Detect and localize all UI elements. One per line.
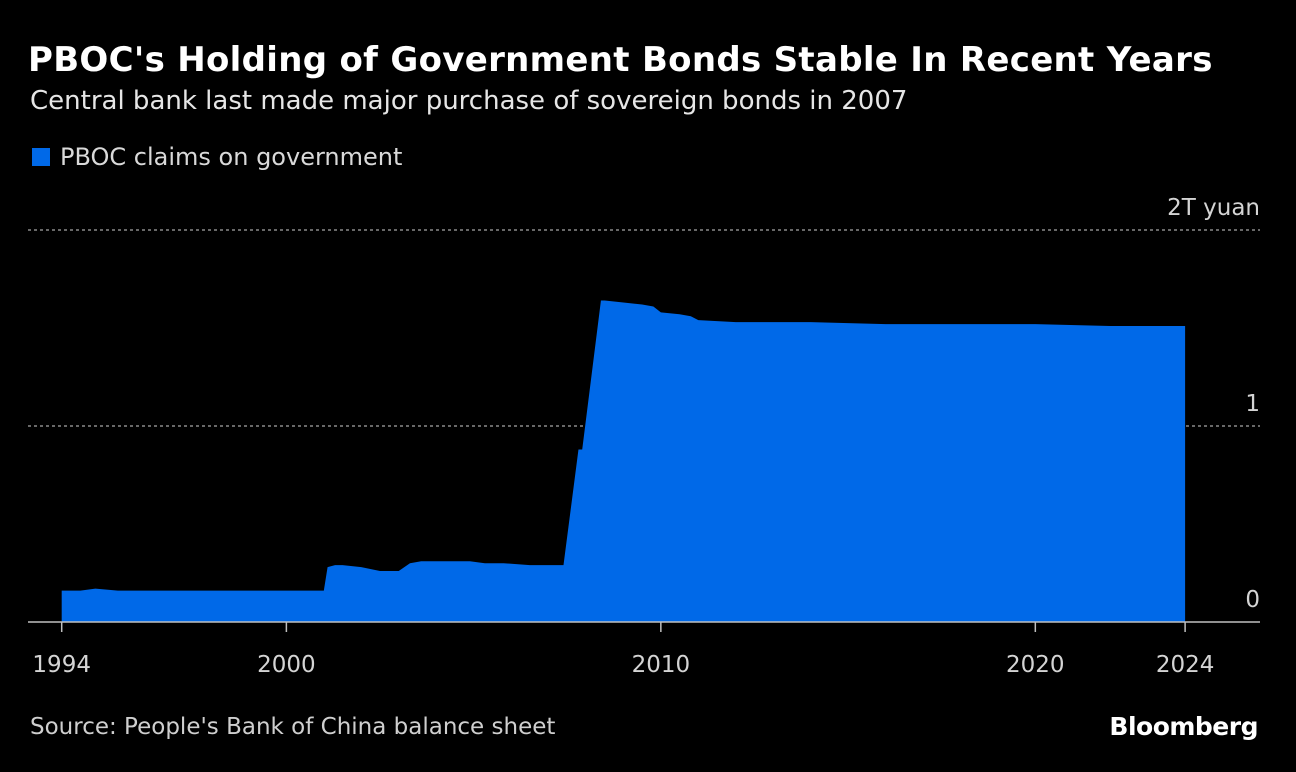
y-tick-label: 1 xyxy=(1245,391,1260,417)
x-tick-label: 2024 xyxy=(1156,652,1215,678)
x-tick-label: 1994 xyxy=(32,652,91,678)
chart-title: PBOC's Holding of Government Bonds Stabl… xyxy=(28,40,1213,80)
y-tick-label: 2T yuan xyxy=(1167,195,1260,221)
x-tick-label: 2010 xyxy=(632,652,691,678)
y-tick-label: 0 xyxy=(1245,587,1260,613)
legend-swatch xyxy=(32,148,50,166)
legend: PBOC claims on government xyxy=(32,143,402,171)
chart-subtitle: Central bank last made major purchase of… xyxy=(30,86,908,116)
bloomberg-logo: Bloomberg xyxy=(1109,712,1258,741)
legend-label: PBOC claims on government xyxy=(60,143,403,171)
x-tick-label: 2020 xyxy=(1006,652,1065,678)
source-note: Source: People's Bank of China balance s… xyxy=(30,714,556,740)
x-tick-label: 2000 xyxy=(257,652,316,678)
series-area xyxy=(61,300,1186,622)
